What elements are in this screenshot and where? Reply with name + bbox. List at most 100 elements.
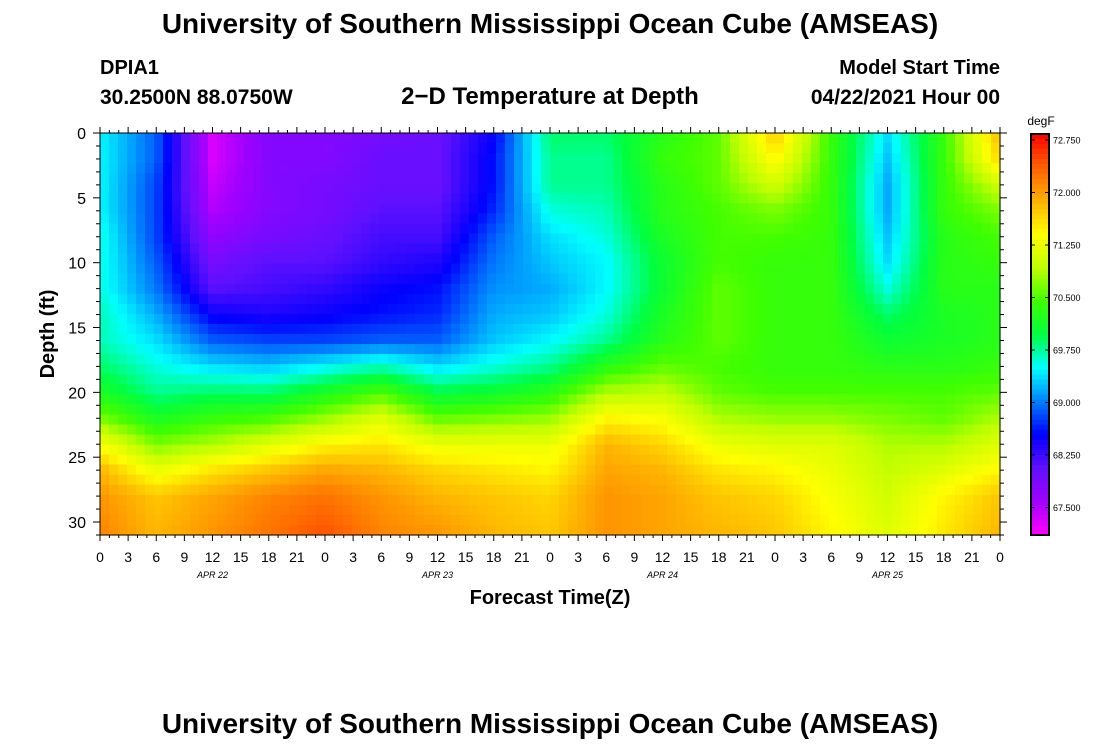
heatmap-cell <box>316 344 326 355</box>
heatmap-cell <box>199 183 209 194</box>
heatmap-cell <box>667 143 677 154</box>
heatmap-cell <box>937 414 947 426</box>
heatmap-cell <box>847 233 857 245</box>
heatmap-cell <box>199 454 209 466</box>
heatmap-cell <box>667 394 677 405</box>
heatmap-cell <box>640 233 650 245</box>
heatmap-cell <box>352 183 362 194</box>
heatmap-cell <box>514 173 524 184</box>
heatmap-cell <box>595 203 605 214</box>
heatmap-cell <box>820 404 830 415</box>
heatmap-cell <box>811 223 821 235</box>
heatmap-cell <box>730 313 740 325</box>
heatmap-cell <box>496 283 506 295</box>
heatmap-cell <box>523 404 533 415</box>
heatmap-cell <box>586 374 596 385</box>
heatmap-cell <box>451 243 461 255</box>
heatmap-cell <box>397 203 407 214</box>
heatmap-cell <box>649 193 659 204</box>
heatmap-cell <box>532 354 542 365</box>
heatmap-cell <box>514 364 524 375</box>
heatmap-cell <box>793 163 803 174</box>
heatmap-cell <box>892 504 902 516</box>
heatmap-cell <box>901 173 911 184</box>
heatmap-cell <box>226 223 236 235</box>
heatmap-cell <box>361 273 371 285</box>
heatmap-cell <box>415 273 425 285</box>
heatmap-cell <box>136 163 146 174</box>
heatmap-cell <box>388 464 398 476</box>
heatmap-cell <box>361 394 371 405</box>
heatmap-cell <box>649 283 659 295</box>
heatmap-cell <box>829 474 839 486</box>
heatmap-cell <box>874 384 884 395</box>
heatmap-cell <box>496 454 506 466</box>
heatmap-cell <box>505 524 515 536</box>
heatmap-cell <box>460 514 470 526</box>
heatmap-cell <box>973 444 983 456</box>
heatmap-cell <box>379 293 389 305</box>
heatmap-cell <box>370 474 380 486</box>
heatmap-cell <box>154 183 164 194</box>
heatmap-cell <box>676 384 686 395</box>
temperature-depth-chart: 0 3 6 9 12 15 18 21 0 3 6 9 12 15 18 21 0 3 6 9 12 15 18 21 0 3 6 9… <box>37 114 1081 609</box>
heatmap-cell <box>739 364 749 375</box>
heatmap-cell <box>640 454 650 466</box>
colorbar-swatch <box>1031 154 1049 160</box>
heatmap-cell <box>793 173 803 184</box>
heatmap-cell <box>793 133 803 144</box>
heatmap-cell <box>163 364 173 375</box>
heatmap-cell <box>442 223 452 235</box>
heatmap-cell <box>955 303 965 315</box>
heatmap-cell <box>946 133 956 144</box>
heatmap-cell <box>622 193 632 204</box>
heatmap-cell <box>244 434 254 446</box>
heatmap-cell <box>586 243 596 255</box>
heatmap-cell <box>694 223 704 235</box>
heatmap-cell <box>316 464 326 476</box>
heatmap-cell <box>496 213 506 225</box>
heatmap-cell <box>109 143 119 154</box>
heatmap-cell <box>100 484 110 496</box>
heatmap-cell <box>154 303 164 315</box>
heatmap-cell <box>730 243 740 255</box>
heatmap-cell <box>163 173 173 184</box>
heatmap-cell <box>469 223 479 235</box>
heatmap-cell <box>280 313 290 325</box>
heatmap-cell <box>451 303 461 315</box>
heatmap-cell <box>694 484 704 496</box>
heatmap-cell <box>478 384 488 395</box>
heatmap-cell <box>136 444 146 456</box>
heatmap-cell <box>280 404 290 415</box>
heatmap-cell <box>253 183 263 194</box>
heatmap-cell <box>379 303 389 315</box>
heatmap-cell <box>874 203 884 214</box>
heatmap-cell <box>352 323 362 335</box>
heatmap-cell <box>694 243 704 255</box>
heatmap-cell <box>397 303 407 315</box>
y-tick-label: 0 <box>77 126 86 143</box>
heatmap-cell <box>910 283 920 295</box>
heatmap-cell <box>469 384 479 395</box>
heatmap-cell <box>775 524 785 536</box>
heatmap-cell <box>973 213 983 225</box>
heatmap-cell <box>586 223 596 235</box>
heatmap-cell <box>748 494 758 506</box>
heatmap-cell <box>298 153 308 164</box>
heatmap-cell <box>640 334 650 345</box>
heatmap-cell <box>640 474 650 486</box>
heatmap-cell <box>892 303 902 315</box>
heatmap-cell <box>703 153 713 164</box>
heatmap-cell <box>901 394 911 405</box>
heatmap-cell <box>316 484 326 496</box>
heatmap-cell <box>919 424 929 436</box>
heatmap-cell <box>811 143 821 154</box>
heatmap-cell <box>622 464 632 476</box>
heatmap-cell <box>325 143 335 154</box>
heatmap-cell <box>802 173 812 184</box>
heatmap-cell <box>847 464 857 476</box>
heatmap-cell <box>433 384 443 395</box>
heatmap-cell <box>226 454 236 466</box>
heatmap-cell <box>568 143 578 154</box>
heatmap-cell <box>595 253 605 265</box>
